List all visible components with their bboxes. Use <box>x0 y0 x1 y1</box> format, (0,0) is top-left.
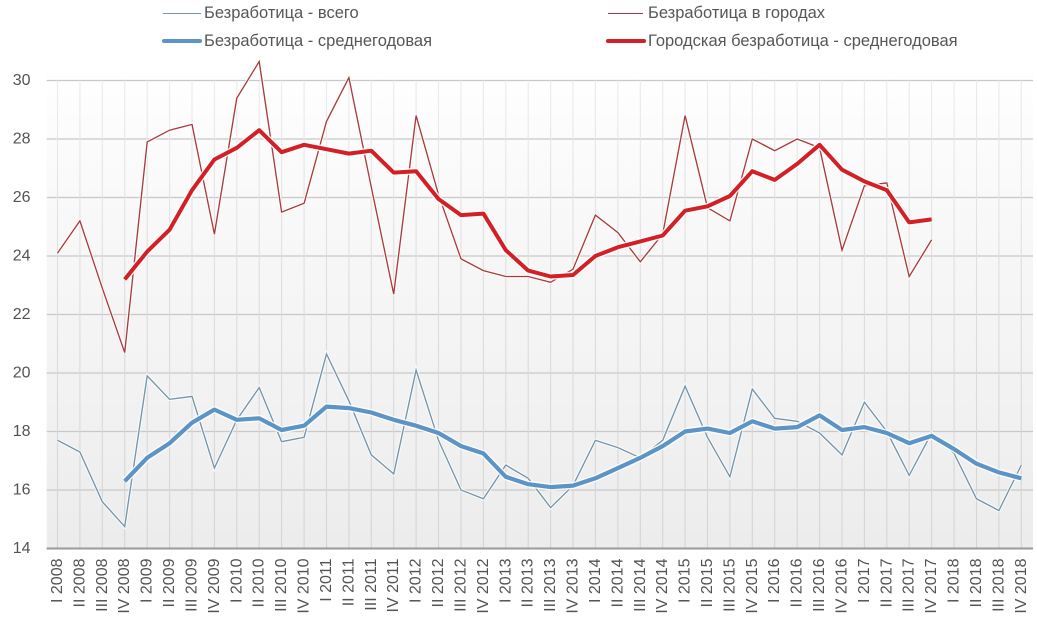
svg-text:IV 2016: IV 2016 <box>834 558 851 613</box>
svg-text:III 2018: III 2018 <box>990 558 1007 611</box>
svg-text:16: 16 <box>13 482 31 499</box>
svg-text:I 2017: I 2017 <box>856 558 873 603</box>
svg-text:IV 2015: IV 2015 <box>744 558 761 613</box>
svg-text:I 2018: I 2018 <box>946 558 963 603</box>
svg-text:II 2013: II 2013 <box>520 558 537 607</box>
svg-text:14: 14 <box>13 540 31 557</box>
svg-text:I 2012: I 2012 <box>408 558 425 603</box>
svg-text:IV 2018: IV 2018 <box>1013 558 1030 613</box>
svg-text:III 2014: III 2014 <box>632 558 649 611</box>
svg-text:IV 2013: IV 2013 <box>565 558 582 613</box>
svg-text:III 2009: III 2009 <box>184 558 201 611</box>
svg-text:IV 2010: IV 2010 <box>296 558 313 613</box>
svg-text:III 2011: III 2011 <box>363 558 380 610</box>
svg-text:II 2010: II 2010 <box>251 558 268 607</box>
svg-text:IV 2014: IV 2014 <box>654 558 671 613</box>
svg-text:II 2018: II 2018 <box>968 558 985 607</box>
svg-text:I 2016: I 2016 <box>766 558 783 603</box>
svg-text:III 2012: III 2012 <box>453 558 470 611</box>
svg-text:II 2012: II 2012 <box>430 558 447 607</box>
svg-text:22: 22 <box>13 306 31 323</box>
svg-text:IV 2012: IV 2012 <box>475 558 492 613</box>
svg-text:IV 2011: IV 2011 <box>385 558 402 612</box>
svg-text:III 2015: III 2015 <box>721 558 738 611</box>
svg-text:IV 2017: IV 2017 <box>923 558 940 613</box>
svg-text:I 2008: I 2008 <box>49 558 66 603</box>
svg-text:III 2016: III 2016 <box>811 558 828 611</box>
svg-text:I 2013: I 2013 <box>497 558 514 603</box>
svg-text:28: 28 <box>13 131 31 148</box>
svg-text:II 2016: II 2016 <box>789 558 806 607</box>
svg-text:II 2017: II 2017 <box>878 558 895 607</box>
svg-text:II 2009: II 2009 <box>161 558 178 607</box>
svg-text:III 2013: III 2013 <box>542 558 559 611</box>
svg-text:IV 2008: IV 2008 <box>116 558 133 613</box>
svg-text:I 2011: I 2011 <box>318 558 335 601</box>
svg-text:I 2014: I 2014 <box>587 558 604 603</box>
svg-text:24: 24 <box>13 248 31 265</box>
svg-text:II 2011: II 2011 <box>340 558 357 606</box>
svg-text:20: 20 <box>13 365 31 382</box>
svg-text:III 2008: III 2008 <box>94 558 111 611</box>
svg-text:II 2015: II 2015 <box>699 558 716 607</box>
svg-text:IV 2009: IV 2009 <box>206 558 223 613</box>
svg-text:I 2015: I 2015 <box>677 558 694 603</box>
svg-text:III 2017: III 2017 <box>901 558 918 611</box>
svg-text:26: 26 <box>13 189 31 206</box>
svg-text:II 2008: II 2008 <box>71 558 88 607</box>
svg-text:18: 18 <box>13 423 31 440</box>
svg-text:II 2014: II 2014 <box>609 558 626 607</box>
svg-text:I 2009: I 2009 <box>139 558 156 603</box>
svg-text:30: 30 <box>13 72 31 89</box>
svg-text:III 2010: III 2010 <box>273 558 290 611</box>
svg-text:I 2010: I 2010 <box>228 558 245 603</box>
